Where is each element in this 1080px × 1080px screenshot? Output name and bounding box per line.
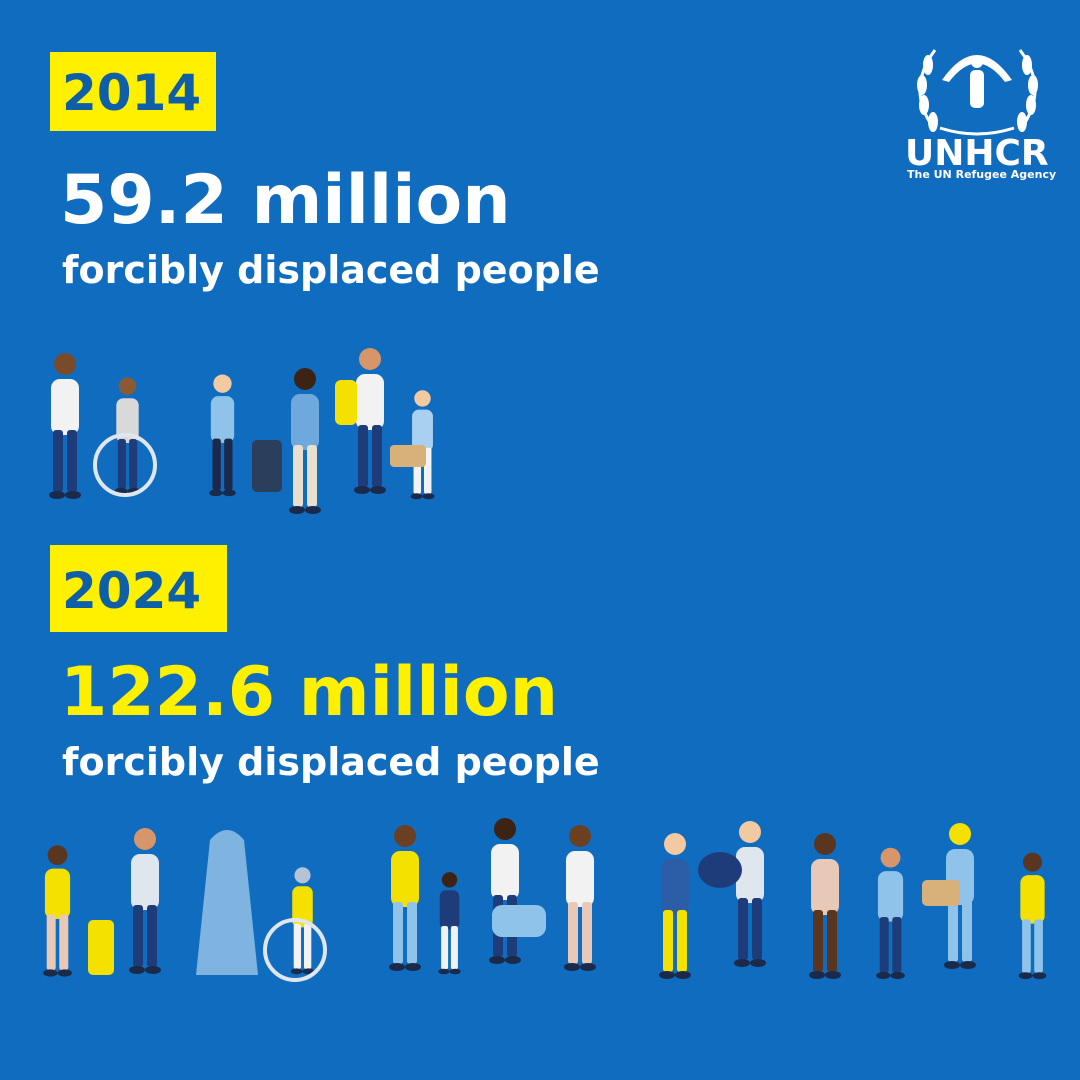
wheelchair [93, 433, 157, 497]
suitcase [88, 920, 114, 975]
bag [390, 445, 426, 467]
wreath [917, 49, 1038, 136]
year: 2024 [62, 562, 201, 620]
backpack [335, 380, 357, 425]
bundle [698, 852, 742, 888]
person [196, 830, 258, 975]
year-badge [50, 52, 216, 131]
people-2024 [43, 818, 1047, 982]
logo-name: UNHCR [905, 133, 1049, 174]
label: forcibly displaced people [62, 248, 600, 292]
suitcase [252, 440, 282, 492]
figure: 122.6 million [60, 653, 558, 732]
year: 2014 [62, 64, 201, 122]
label: forcibly displaced people [62, 740, 600, 784]
wheelchair [263, 918, 327, 982]
bag [492, 905, 546, 937]
year-badge [50, 545, 227, 632]
bag [922, 880, 960, 906]
logo: UNHCR The UN Refugee Agency [905, 49, 1056, 181]
logo-tagline: The UN Refugee Agency [907, 168, 1056, 181]
figure: 59.2 million [60, 161, 511, 240]
people-2014 [49, 348, 435, 514]
